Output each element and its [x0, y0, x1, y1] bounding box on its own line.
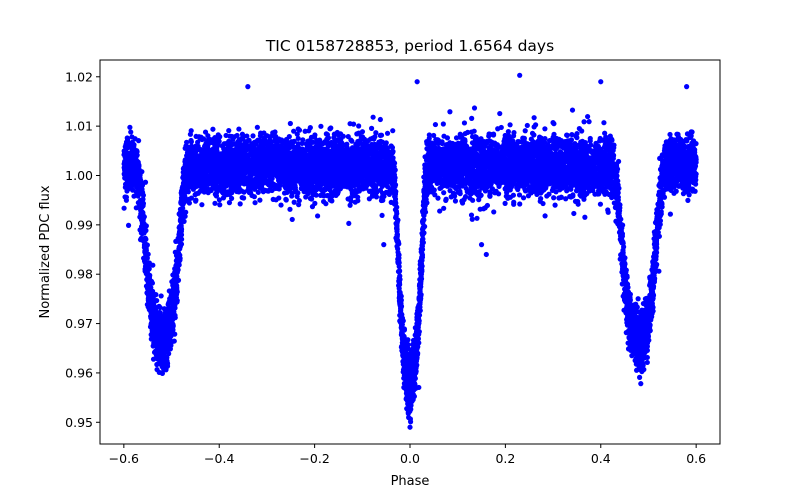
scatter-point: [287, 120, 293, 127]
scatter-point: [286, 145, 292, 151]
scatter-point: [323, 131, 329, 137]
scatter-point: [469, 216, 475, 222]
scatter-point: [291, 199, 297, 205]
scatter-point: [435, 195, 441, 201]
chart-title: TIC 0158728853, period 1.6564 days: [265, 37, 554, 55]
scatter-point: [125, 222, 132, 228]
scatter-point: [667, 131, 673, 138]
scatter-point: [384, 130, 391, 136]
scatter-point: [469, 140, 476, 146]
scatter-point: [542, 213, 548, 219]
scatter-point: [348, 137, 354, 143]
scatter-point: [291, 128, 297, 134]
scatter-point: [377, 132, 383, 139]
scatter-point: [131, 193, 137, 199]
scatter-point: [283, 196, 289, 202]
scatter-point: [312, 200, 318, 206]
scatter-point: [254, 124, 260, 130]
scatter-point: [296, 202, 302, 208]
scatter-point: [212, 200, 218, 206]
scatter-point: [346, 220, 352, 227]
scatter-point: [356, 123, 362, 129]
scatter-point: [390, 128, 396, 134]
scatter-point: [592, 191, 598, 197]
scatter-point: [379, 139, 386, 145]
scatter-point: [462, 130, 468, 137]
scatter-point: [549, 187, 556, 193]
scatter-point: [497, 110, 503, 117]
scatter-point: [296, 127, 303, 133]
scatter-point: [441, 205, 447, 211]
scatter-point: [325, 192, 331, 199]
scatter-point: [576, 125, 582, 132]
scatter-point: [441, 190, 447, 196]
scatter-point: [237, 201, 243, 207]
scatter-point: [520, 195, 527, 201]
scatter-point: [307, 125, 313, 131]
scatter-point: [289, 216, 295, 223]
scatter-point: [685, 197, 691, 203]
scatter-points: [121, 72, 699, 430]
scatter-point: [569, 107, 576, 113]
scatter-point: [601, 120, 607, 126]
scatter-point: [177, 206, 184, 212]
scatter-point: [128, 129, 134, 135]
scatter-point: [324, 136, 330, 142]
scatter-point: [216, 197, 222, 203]
scatter-point: [210, 126, 216, 132]
scatter-point: [469, 115, 475, 121]
scatter-point: [552, 202, 558, 208]
scatter-point: [686, 192, 692, 198]
scatter-point: [359, 129, 366, 135]
scatter-point: [452, 198, 459, 204]
scatter-point: [507, 122, 513, 128]
scatter-point: [461, 120, 468, 126]
scatter-point: [432, 121, 439, 128]
scatter-point: [524, 122, 530, 129]
scatter-point: [368, 125, 375, 131]
scatter-point: [546, 138, 553, 144]
scatter-point: [564, 132, 570, 138]
scatter-point: [226, 200, 233, 206]
scatter-point: [585, 113, 591, 120]
scatter-point: [582, 214, 588, 220]
scatter-point: [223, 132, 229, 139]
scatter-point: [377, 116, 383, 123]
